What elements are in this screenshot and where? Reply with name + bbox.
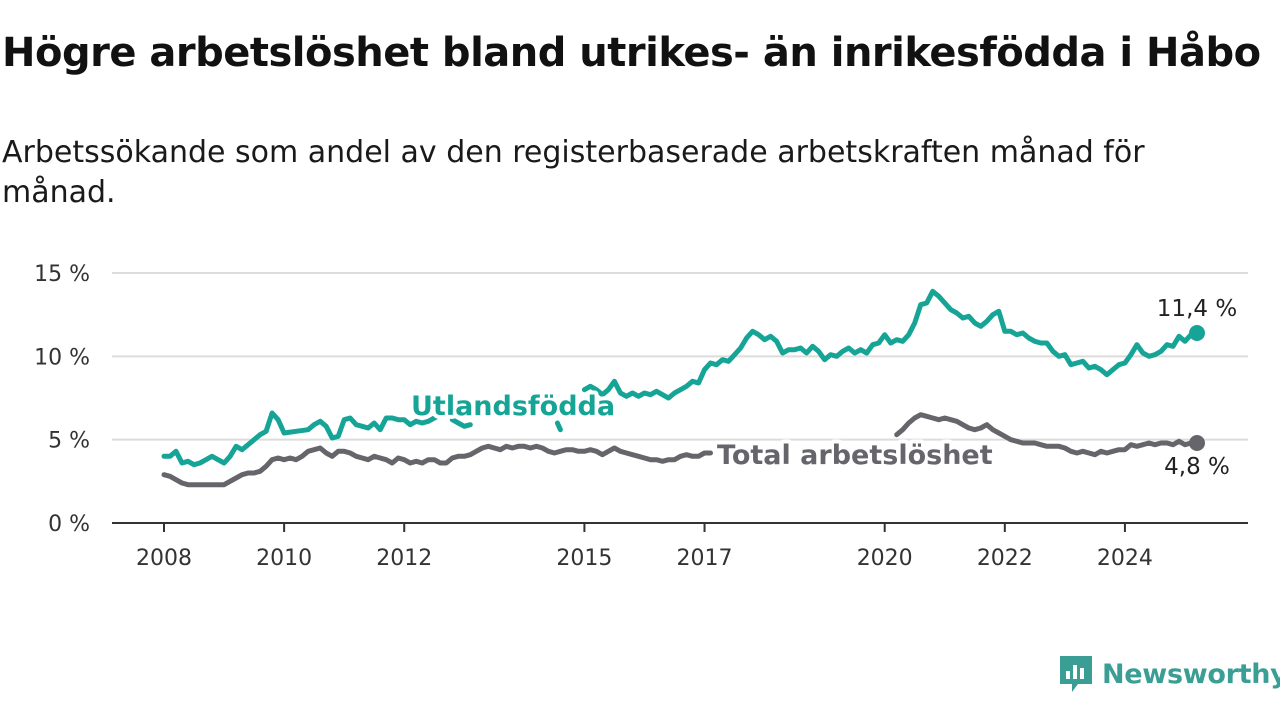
x-tick-label: 2024 <box>1097 546 1153 571</box>
brand-name: Newsworthy <box>1102 658 1280 690</box>
series-label-total-halo: Total arbetslöshet <box>717 440 993 471</box>
x-tick-label: 2015 <box>556 546 612 571</box>
end-point-marker <box>1189 325 1205 341</box>
series-line-1 <box>161 412 1200 488</box>
y-tick-label: 15 % <box>34 262 90 287</box>
x-tick-label: 2017 <box>677 546 733 571</box>
chart-subtitle: Arbetssökande som andel av den registerb… <box>2 135 1145 210</box>
series-label-utlandsfodda-halo: Utlandsfödda <box>411 391 615 422</box>
x-tick-label: 2012 <box>376 546 432 571</box>
end-value-label: 11,4 % <box>1157 296 1237 322</box>
series-label-total-text: Total arbetslöshet <box>717 440 993 471</box>
x-tick-label: 2020 <box>857 546 913 571</box>
y-tick-label: 10 % <box>34 345 90 370</box>
chart-title: Högre arbetslöshet bland utrikes- än inr… <box>2 30 1261 76</box>
end-value-label: 4,8 % <box>1164 454 1230 480</box>
x-tick-label: 2010 <box>256 546 312 571</box>
y-tick-label: 0 % <box>48 512 90 537</box>
brand-logo[interactable]: Newsworthy <box>1058 654 1280 694</box>
end-point-marker <box>1189 435 1205 451</box>
newsworthy-logo-icon <box>1060 656 1092 692</box>
axes: 0 % 5 % 10 % 15 % 2008 2010 2012 2015 2017 2020 20… <box>34 262 1248 571</box>
series-lines <box>161 288 1205 488</box>
gridlines <box>112 272 1248 441</box>
y-tick-label: 5 % <box>48 429 90 454</box>
series-label-utlandsfodda-text: Utlandsfödda <box>411 391 615 422</box>
x-tick-label: 2022 <box>977 546 1033 571</box>
x-tick-label: 2008 <box>136 546 192 571</box>
series-line-0 <box>161 288 1200 468</box>
